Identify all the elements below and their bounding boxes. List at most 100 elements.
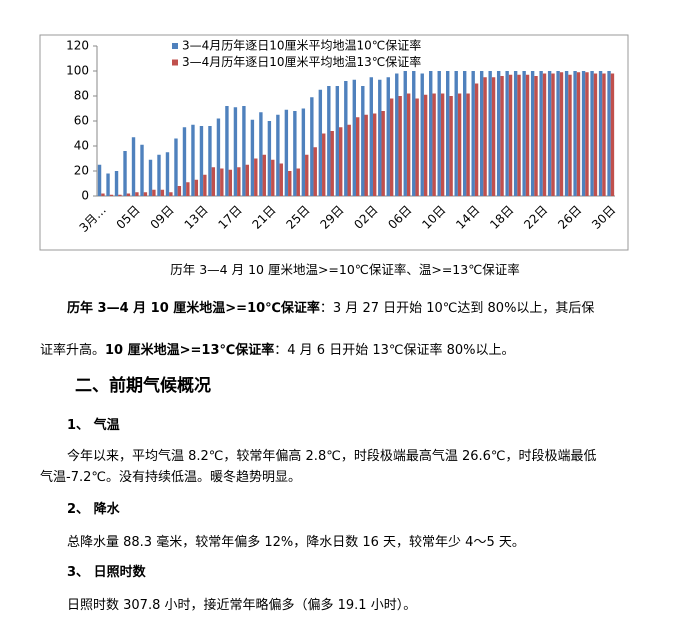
bar <box>140 144 144 196</box>
legend-label: 3—4月历年逐日10厘米平均地温10℃保证率 <box>182 38 421 53</box>
legend-swatch <box>172 43 178 49</box>
bar <box>327 86 331 196</box>
bar <box>97 164 102 196</box>
bar <box>322 133 326 196</box>
bar <box>585 72 589 196</box>
bar <box>123 151 127 196</box>
bar <box>437 71 441 196</box>
bar <box>530 71 535 196</box>
bar <box>228 169 233 196</box>
bar <box>491 77 496 196</box>
bar <box>118 194 122 196</box>
bar <box>330 131 334 196</box>
bar <box>305 154 309 196</box>
bar <box>293 111 297 196</box>
legend-swatch <box>172 59 178 66</box>
caption: 历年 3—4 月 10 厘米地温>=10℃保证率、温>=13℃保证率 <box>170 262 520 277</box>
bar <box>564 71 569 196</box>
bar <box>361 86 365 196</box>
bar <box>126 193 131 196</box>
bar <box>352 79 356 196</box>
bar <box>296 168 300 196</box>
bar <box>262 154 266 196</box>
bar <box>114 171 119 196</box>
bar <box>420 73 424 196</box>
bar <box>237 167 241 196</box>
bar <box>211 167 216 196</box>
bar <box>559 72 564 196</box>
bar <box>590 71 594 196</box>
bar <box>157 154 161 196</box>
bar <box>182 127 187 196</box>
bar <box>389 98 394 196</box>
bold-lead: 10 厘米地温>=13℃保证率 <box>105 343 275 358</box>
bar <box>250 119 255 196</box>
bar <box>160 189 165 196</box>
bar <box>412 71 416 196</box>
bar <box>576 72 581 196</box>
bar <box>602 73 606 196</box>
bar <box>534 76 538 196</box>
bar <box>276 114 280 196</box>
chart-frame <box>39 34 629 251</box>
bar <box>479 71 484 196</box>
bar <box>542 73 547 196</box>
bold-lead: 历年 3—4 月 10 厘米地温>=10℃保证率 <box>67 301 320 316</box>
y-tick-label: 0 <box>81 189 89 203</box>
bar <box>143 192 148 196</box>
heading: 二、前期气候概况 <box>75 376 211 396</box>
bar <box>522 71 526 196</box>
bar <box>347 124 351 196</box>
bar <box>203 174 207 196</box>
bar <box>208 126 212 196</box>
bar <box>279 163 283 196</box>
bar <box>174 138 178 196</box>
bar <box>598 71 603 196</box>
bar <box>259 112 263 196</box>
bar <box>301 108 306 196</box>
bar <box>449 96 453 196</box>
bar <box>568 74 572 196</box>
bar <box>245 164 250 196</box>
bar <box>364 114 368 196</box>
bar <box>429 71 433 196</box>
y-tick-label: 60 <box>74 114 89 128</box>
bar <box>169 192 173 196</box>
y-tick-label: 100 <box>66 64 89 78</box>
bar <box>220 168 224 196</box>
bar <box>517 74 521 196</box>
bar <box>369 77 373 196</box>
bar <box>607 71 611 196</box>
bar <box>186 182 190 196</box>
bar <box>474 83 479 196</box>
bar <box>288 171 292 196</box>
bar <box>378 79 382 196</box>
bar <box>177 186 182 196</box>
bar <box>505 71 509 196</box>
bar <box>109 194 114 196</box>
bar <box>415 98 419 196</box>
bar <box>508 74 513 196</box>
y-tick-label: 40 <box>74 139 89 153</box>
bar <box>457 93 462 196</box>
section-title: 1、 气温 <box>67 418 120 433</box>
bar <box>395 73 399 196</box>
bar <box>148 159 153 196</box>
y-tick-label: 20 <box>74 164 89 178</box>
bar <box>466 93 470 196</box>
legend-label: 3—4月历年逐日10厘米平均地温13℃保证率 <box>182 54 421 69</box>
section-text: 总降水量 88.3 毫米，较常年偏多 12%，降水日数 16 天，较常年少 4～… <box>67 535 525 550</box>
bar <box>398 96 402 196</box>
bar <box>454 71 458 196</box>
bar <box>462 71 467 196</box>
bar <box>106 173 110 196</box>
bar <box>339 127 343 196</box>
bar <box>344 81 348 196</box>
bar <box>225 106 229 196</box>
section-text: 今年以来，平均气温 8.2℃，较常年偏高 2.8℃，时段极端最高气温 26.6℃… <box>40 449 597 485</box>
bar <box>135 192 139 196</box>
summary: 历年 3—4 月 10 厘米地温>=10℃保证率：3 月 27 日开始 10℃达… <box>40 288 600 372</box>
bar <box>101 193 105 196</box>
